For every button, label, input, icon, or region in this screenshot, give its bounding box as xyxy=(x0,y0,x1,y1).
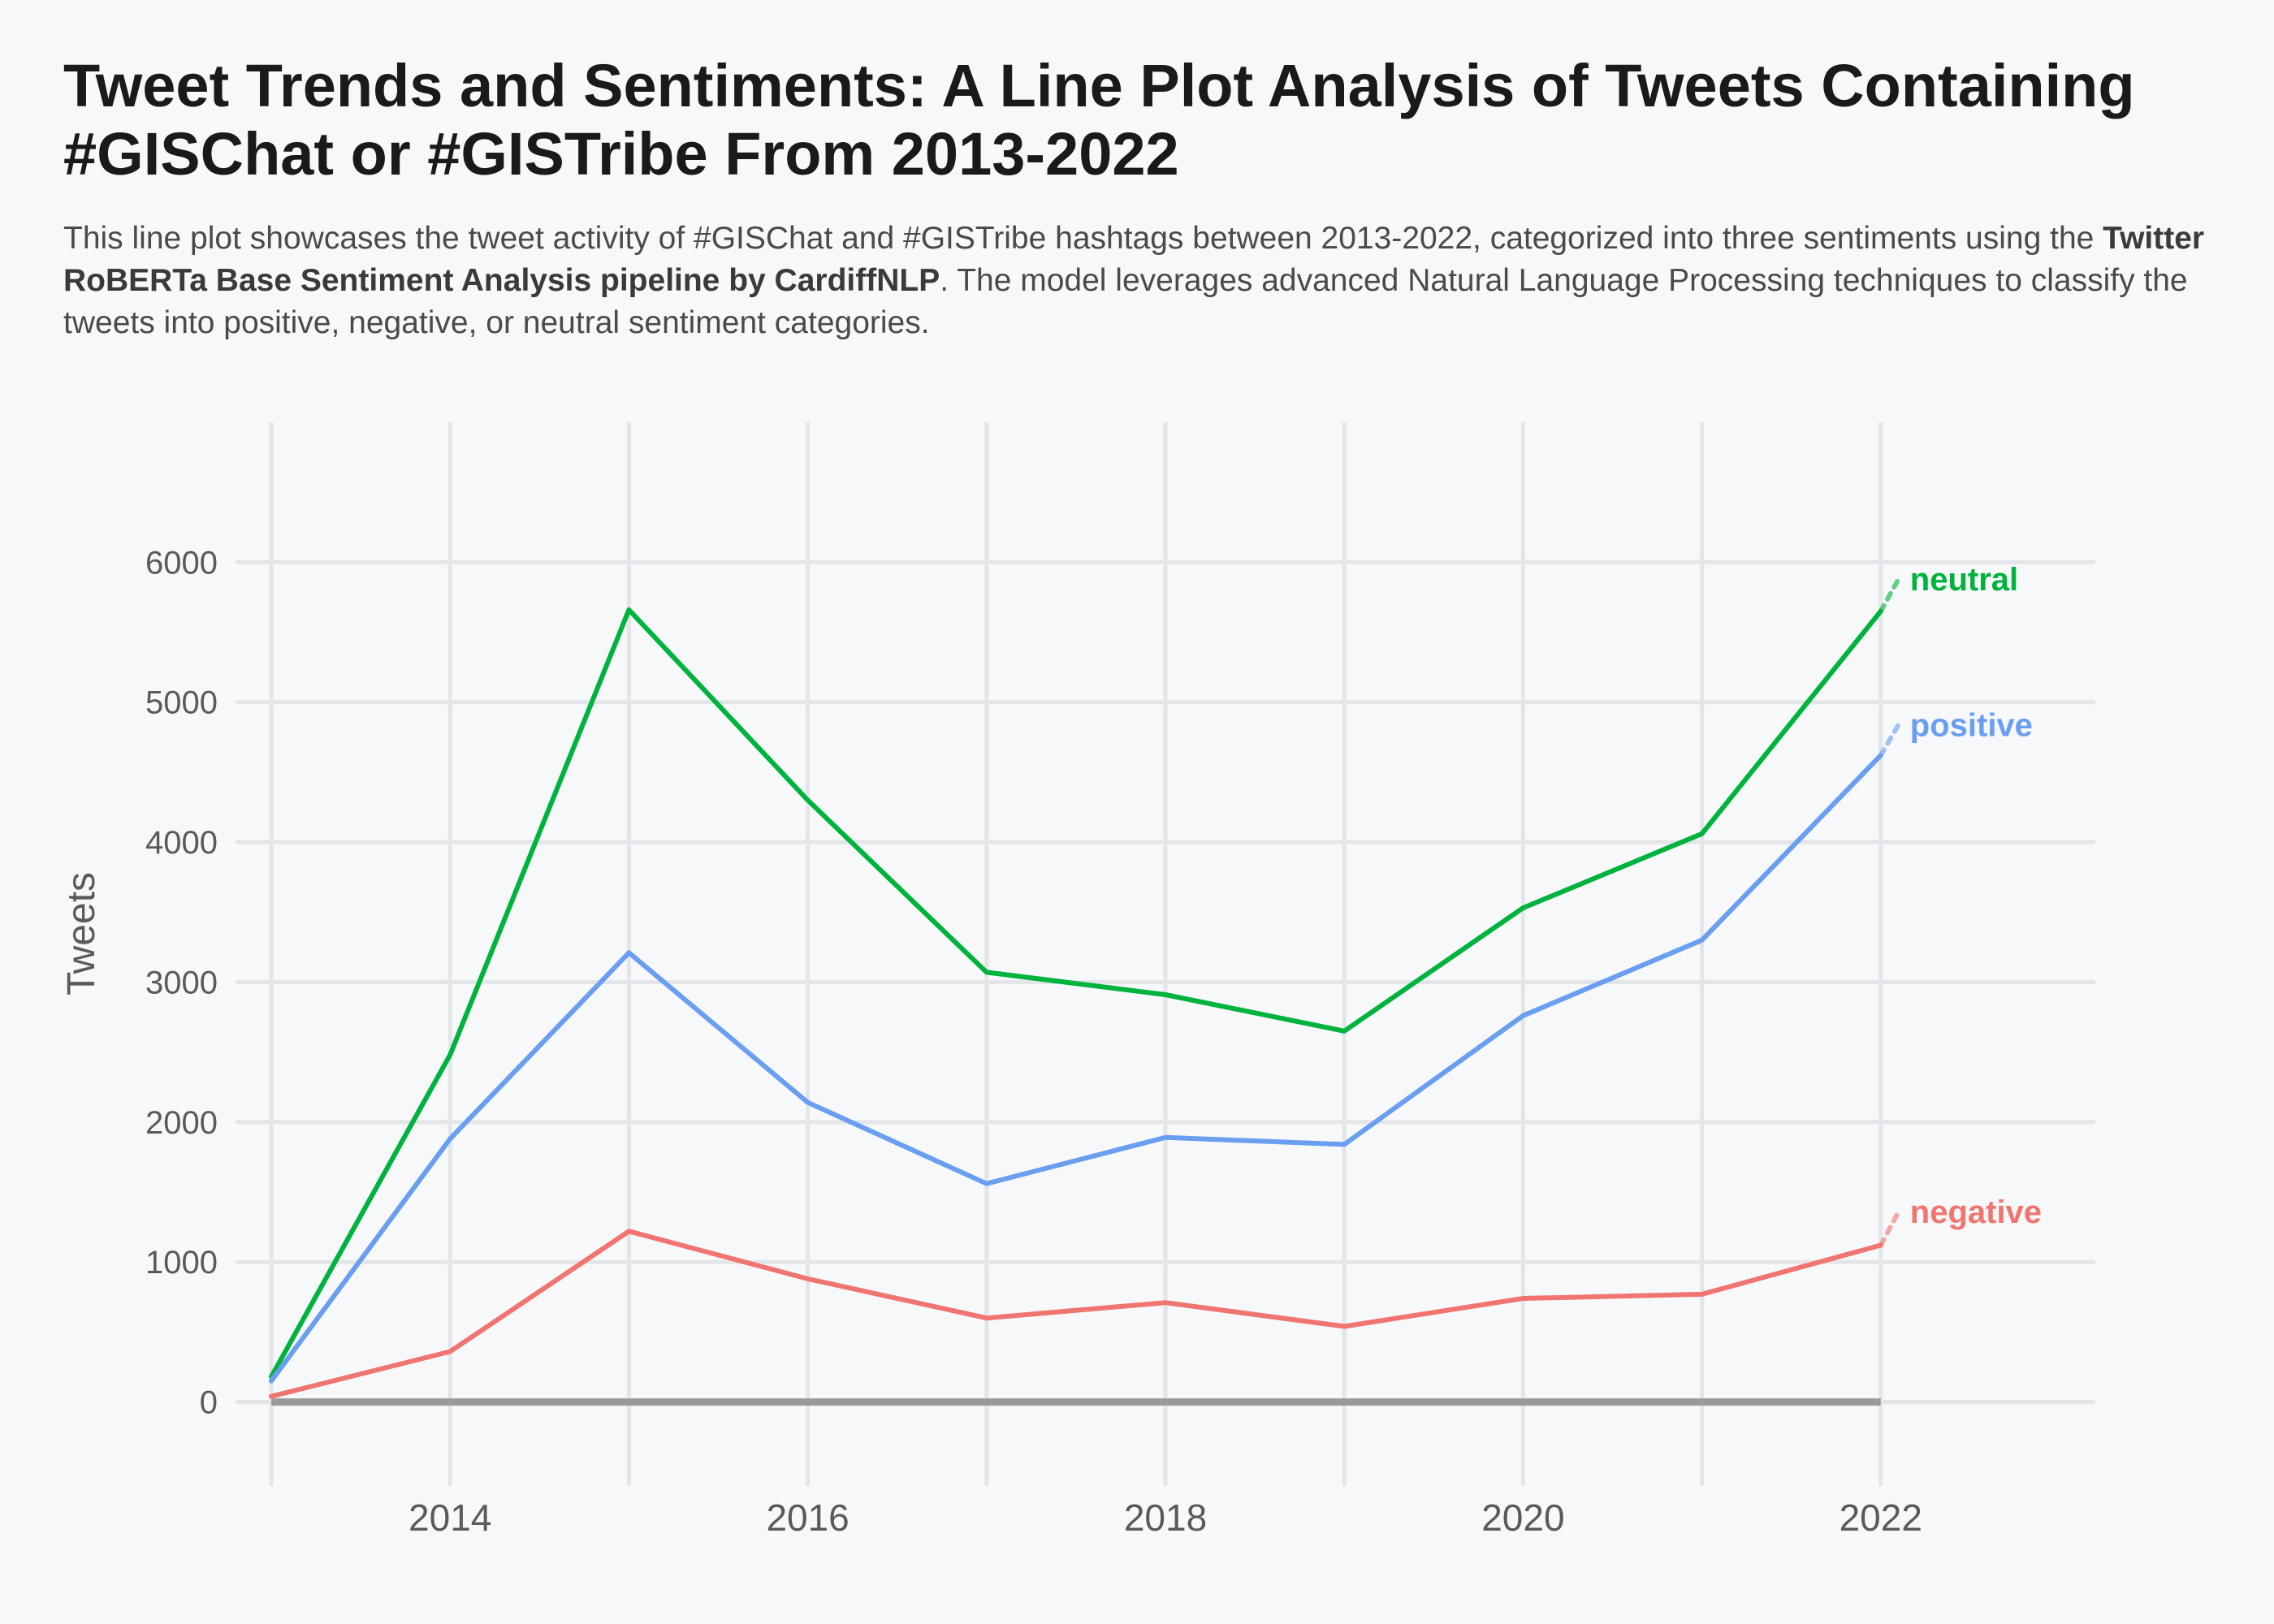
series-label-negative: negative xyxy=(1910,1194,2042,1230)
chart-title: Tweet Trends and Sentiments: A Line Plot… xyxy=(63,52,2135,188)
y-axis-title: Tweets xyxy=(60,872,103,996)
y-tick-label: 6000 xyxy=(145,545,218,581)
y-tick-label: 1000 xyxy=(145,1245,218,1281)
series-line-neutral xyxy=(269,607,1883,1380)
subtitle-text-2: . The model leverages advanced Natural L… xyxy=(63,263,2188,340)
subtitle-text-1: This line plot showcases the tweet activ… xyxy=(63,221,2103,256)
series-label-neutral: neutral xyxy=(1910,562,2018,598)
series-line-positive xyxy=(269,753,1883,1384)
chart-subtitle: This line plot showcases the tweet activ… xyxy=(63,218,2207,344)
x-tick-label: 2014 xyxy=(409,1497,491,1539)
series-labels: neutral positive negative xyxy=(1878,562,2042,1248)
series-label-positive: positive xyxy=(1910,707,2033,743)
axes: Tweets 0 1000 2000 3000 4000 5000 6000 2014 2016… xyxy=(60,545,1922,1539)
y-tick-label: 0 xyxy=(200,1385,218,1421)
y-tick-label: 4000 xyxy=(145,825,218,861)
series-line-negative xyxy=(269,1229,1883,1399)
y-tick-label: 3000 xyxy=(145,965,218,1000)
x-tick-label: 2016 xyxy=(766,1497,849,1539)
subtitle-model-name: Twitter RoBERTa Base Sentiment Analysis … xyxy=(63,221,2205,298)
x-tick-label: 2020 xyxy=(1481,1497,1564,1539)
y-tick-label: 2000 xyxy=(145,1105,218,1141)
series-connector-positive xyxy=(1878,722,1901,758)
series-connector-neutral xyxy=(1878,577,1901,614)
series-connector-negative xyxy=(1878,1209,1901,1248)
x-tick-label: 2018 xyxy=(1124,1497,1207,1539)
y-tick-label: 5000 xyxy=(145,685,218,721)
series-lines xyxy=(269,607,1883,1399)
gridlines xyxy=(236,422,2095,1486)
x-tick-label: 2022 xyxy=(1840,1497,1922,1539)
